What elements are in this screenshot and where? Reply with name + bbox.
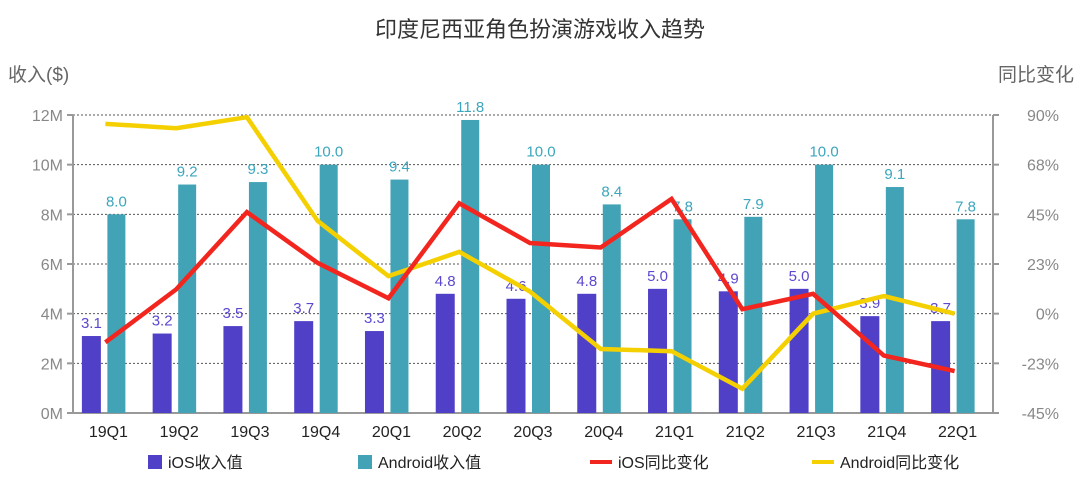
data-label: 5.0	[789, 268, 810, 285]
bar	[435, 293, 455, 413]
data-label: 3.7	[293, 300, 314, 317]
data-label: 10.0	[809, 144, 838, 161]
bar	[602, 204, 621, 413]
y2-axis-label: 同比变化	[997, 65, 1074, 86]
data-label: 10.0	[526, 144, 555, 161]
bar	[860, 316, 880, 413]
y2-tick-label: -23%	[1022, 356, 1059, 373]
y2-tick-label: 23%	[1027, 257, 1059, 274]
bar	[152, 333, 172, 413]
data-label: 7.9	[743, 196, 764, 213]
bar	[107, 214, 126, 413]
data-label: 9.2	[177, 164, 198, 181]
bar	[789, 288, 809, 413]
data-label: 4.8	[435, 273, 456, 290]
data-label: 3.5	[222, 305, 243, 322]
x-tick-label: 19Q4	[301, 424, 340, 441]
bar	[815, 164, 834, 413]
data-label: 9.3	[247, 161, 268, 178]
x-tick-label: 20Q1	[372, 424, 411, 441]
y2-tick-label: 0%	[1036, 307, 1059, 324]
legend-label: iOS收入值	[168, 454, 243, 472]
bar	[506, 298, 526, 413]
x-tick-label: 19Q3	[230, 424, 269, 441]
bar	[956, 219, 975, 413]
y-tick-label: 6M	[41, 257, 63, 274]
bar	[390, 179, 409, 413]
bar	[673, 219, 692, 413]
data-label: 4.8	[576, 273, 597, 290]
x-tick-label: 20Q4	[584, 424, 623, 441]
bar	[364, 331, 384, 413]
data-label: 5.0	[647, 268, 668, 285]
y2-tick-label: -45%	[1022, 406, 1059, 423]
y-tick-label: 8M	[41, 207, 63, 224]
data-label: 9.1	[884, 166, 905, 183]
legend-swatch	[358, 455, 372, 469]
y2-tick-label: 68%	[1027, 158, 1059, 175]
y-tick-label: 0M	[41, 406, 63, 423]
y-tick-label: 4M	[41, 307, 63, 324]
x-tick-label: 21Q4	[867, 424, 906, 441]
bar	[319, 164, 338, 413]
legend-swatch	[148, 455, 162, 469]
y-tick-label: 10M	[32, 158, 63, 175]
y-axis-label: 收入($)	[8, 65, 70, 86]
x-tick-label: 22Q1	[938, 424, 977, 441]
bar	[744, 216, 763, 413]
x-tick-label: 21Q3	[797, 424, 836, 441]
bar	[532, 164, 550, 413]
bar	[461, 119, 480, 413]
bar	[294, 321, 314, 413]
bar	[223, 326, 243, 413]
data-label: 9.4	[389, 159, 410, 176]
data-label: 3.2	[152, 313, 173, 330]
y2-tick-label: 90%	[1027, 108, 1059, 125]
y-tick-label: 2M	[41, 356, 63, 373]
data-label: 10.0	[314, 144, 343, 161]
data-label: 8.4	[601, 183, 622, 200]
data-label: 3.3	[364, 310, 385, 327]
legend-label: iOS同比变化	[618, 454, 709, 472]
legend-label: Android同比变化	[840, 454, 959, 472]
legend-label: Android收入值	[378, 454, 481, 472]
bar	[81, 336, 101, 413]
data-label: 3.1	[81, 315, 102, 332]
y-tick-label: 12M	[32, 108, 63, 125]
bar	[718, 291, 738, 413]
bar	[577, 293, 597, 413]
chart-title: 印度尼西亚角色扮演游戏收入趋势	[374, 17, 705, 42]
x-tick-label: 20Q2	[443, 424, 482, 441]
bar	[248, 182, 267, 413]
x-tick-label: 21Q2	[726, 424, 765, 441]
data-label: 8.0	[106, 193, 127, 210]
bar	[178, 184, 197, 413]
x-tick-label: 21Q1	[655, 424, 694, 441]
data-label: 11.8	[456, 99, 484, 116]
data-label: 7.8	[955, 198, 976, 215]
x-tick-label: 19Q1	[89, 424, 128, 441]
x-tick-label: 19Q2	[160, 424, 199, 441]
y2-tick-label: 45%	[1027, 207, 1059, 224]
x-tick-label: 20Q3	[513, 424, 552, 441]
